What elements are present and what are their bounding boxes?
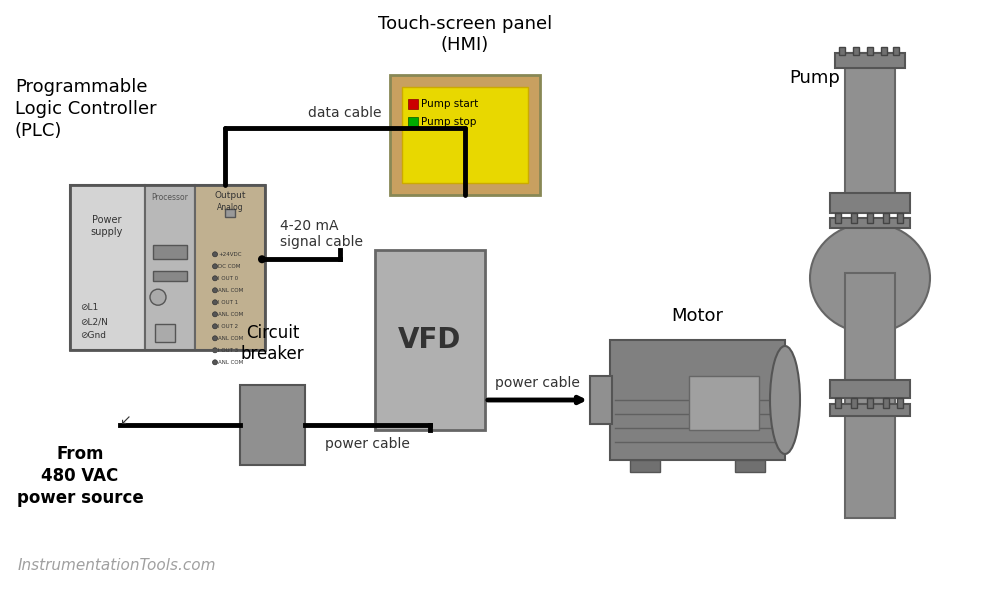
Bar (851, 213, 857, 223)
Text: I OUT 2: I OUT 2 (218, 324, 238, 329)
Text: Analog: Analog (217, 203, 243, 212)
Bar (867, 213, 873, 223)
Ellipse shape (810, 223, 930, 333)
Bar (867, 47, 873, 55)
Text: ⊘L2/N: ⊘L2/N (80, 318, 108, 327)
Text: Power
supply: Power supply (91, 215, 123, 237)
Text: I OUT 0: I OUT 0 (218, 276, 238, 281)
Ellipse shape (770, 346, 800, 454)
Bar (881, 47, 887, 55)
Text: DC COM: DC COM (218, 264, 240, 269)
Text: data cable: data cable (308, 106, 382, 120)
Text: +24VDC: +24VDC (218, 252, 242, 257)
Circle shape (258, 255, 266, 263)
Bar (70, 185, 145, 350)
Bar (845, 53, 895, 198)
Text: power cable: power cable (495, 376, 580, 390)
Bar (145, 185, 195, 350)
Text: I OUT 3: I OUT 3 (218, 348, 238, 353)
Text: Touch-screen panel
(HMI): Touch-screen panel (HMI) (378, 15, 552, 54)
Circle shape (213, 336, 218, 341)
Bar (195, 185, 265, 350)
Text: From
480 VAC
power source: From 480 VAC power source (16, 445, 143, 507)
Bar (240, 385, 305, 465)
Text: power cable: power cable (325, 437, 410, 451)
Bar (153, 271, 187, 280)
Bar (735, 460, 765, 472)
Bar (390, 75, 540, 195)
Bar (867, 398, 873, 408)
Bar (897, 213, 903, 223)
Bar (830, 218, 910, 228)
Text: Motor: Motor (671, 307, 724, 325)
Bar (830, 404, 910, 416)
Text: 4-20 mA
signal cable: 4-20 mA signal cable (280, 219, 363, 249)
Circle shape (213, 252, 218, 257)
Text: ANL COM: ANL COM (218, 288, 243, 293)
Bar (590, 376, 612, 424)
Circle shape (213, 288, 218, 293)
Bar (610, 340, 785, 460)
Circle shape (213, 300, 218, 305)
Bar (883, 398, 889, 408)
Bar (688, 376, 759, 430)
Text: Output: Output (215, 191, 246, 200)
Circle shape (213, 312, 218, 317)
Text: InstrumentationTools.com: InstrumentationTools.com (18, 558, 217, 573)
Bar (402, 87, 528, 183)
Circle shape (213, 324, 218, 329)
Text: ANL COM: ANL COM (218, 312, 243, 317)
Text: Programmable
Logic Controller
(PLC): Programmable Logic Controller (PLC) (15, 78, 156, 141)
Bar (630, 460, 660, 472)
Bar (155, 324, 175, 342)
Circle shape (213, 348, 218, 353)
Bar (70, 185, 265, 350)
Bar (830, 380, 910, 398)
Bar (153, 245, 187, 260)
Bar (835, 398, 841, 408)
Bar (408, 99, 418, 109)
Text: Processor: Processor (151, 193, 188, 202)
Bar (830, 193, 910, 213)
Text: I OUT 1: I OUT 1 (218, 300, 238, 305)
Text: ANL COM: ANL COM (218, 336, 243, 341)
Circle shape (150, 289, 166, 305)
Bar (408, 117, 418, 127)
Circle shape (213, 360, 218, 365)
Text: ⊘L1: ⊘L1 (80, 304, 98, 313)
Bar (893, 47, 899, 55)
Bar (835, 213, 841, 223)
Text: ⊘Gnd: ⊘Gnd (80, 331, 106, 340)
Text: Pump start: Pump start (421, 99, 478, 109)
Bar (853, 47, 859, 55)
Bar (375, 250, 485, 430)
Text: Pump: Pump (789, 69, 841, 87)
Circle shape (213, 264, 218, 269)
Circle shape (213, 276, 218, 281)
Bar (839, 47, 845, 55)
Text: ↙: ↙ (119, 413, 131, 427)
Text: VFD: VFD (398, 326, 462, 354)
Bar (225, 209, 235, 217)
Bar (851, 398, 857, 408)
Text: Circuit
breaker: Circuit breaker (241, 324, 304, 363)
Text: ANL COM: ANL COM (218, 360, 243, 365)
Bar (835, 53, 905, 68)
Text: Pump stop: Pump stop (421, 117, 477, 127)
Bar (845, 273, 895, 518)
Bar (897, 398, 903, 408)
Bar (883, 213, 889, 223)
